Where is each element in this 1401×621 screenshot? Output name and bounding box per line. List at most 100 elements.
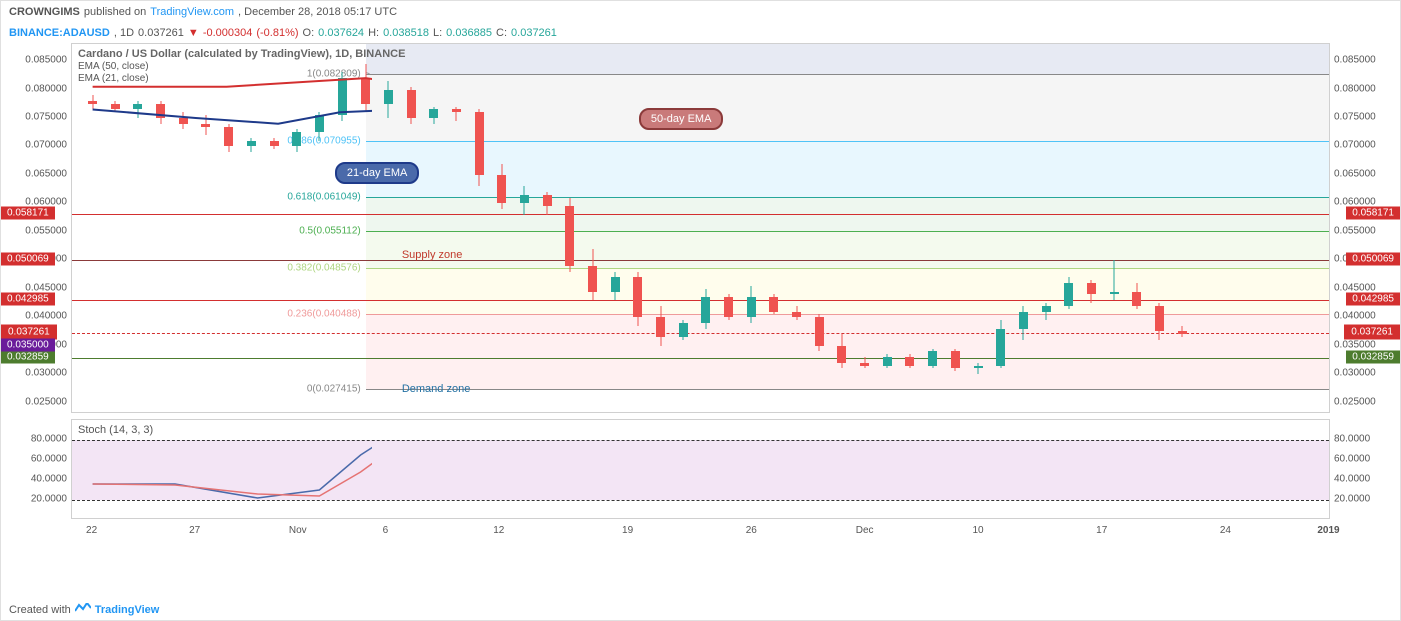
candle <box>928 44 937 412</box>
candle <box>837 44 846 412</box>
price-tag: 0.035000 <box>1 338 55 351</box>
stoch-level-line <box>72 440 1329 441</box>
ohlc-h-label: H: <box>368 27 379 39</box>
ema21-annotation: 21-day EMA <box>335 162 420 184</box>
candle <box>1064 44 1073 412</box>
stoch-y-tick: 60.0000 <box>31 454 67 465</box>
candle <box>679 44 688 412</box>
candle <box>588 44 597 412</box>
supply-zone-label: Supply zone <box>402 249 463 261</box>
y-tick: 0.035000 <box>1334 339 1376 350</box>
stoch-chart[interactable]: Stoch (14, 3, 3) <box>71 419 1330 519</box>
candle <box>133 44 142 412</box>
y-tick: 0.045000 <box>1334 282 1376 293</box>
candle <box>201 44 210 412</box>
price-tag: 0.058171 <box>1346 206 1400 219</box>
candle <box>497 44 506 412</box>
ema50-annotation: 50-day EMA <box>639 108 724 130</box>
y-tick: 0.065000 <box>1334 168 1376 179</box>
footer-text: Created with <box>9 604 71 616</box>
candle <box>543 44 552 412</box>
stoch-level-line <box>72 500 1329 501</box>
candle <box>270 44 279 412</box>
symbol[interactable]: BINANCE:ADAUSD <box>9 27 110 39</box>
y-axis-left: 0.085000 0.080000 0.075000 0.070000 0.065000… <box>1 43 71 413</box>
x-tick: 17 <box>1096 525 1107 536</box>
candle <box>1019 44 1028 412</box>
site-link[interactable]: TradingView.com <box>150 6 234 18</box>
ema21-legend: EMA (21, close) <box>78 73 149 84</box>
candle <box>792 44 801 412</box>
stoch-fill <box>72 440 1329 500</box>
candle <box>905 44 914 412</box>
header: CROWNGIMS published on TradingView.com ,… <box>1 1 1400 23</box>
x-tick: 24 <box>1220 525 1231 536</box>
y-tick: 0.040000 <box>1334 311 1376 322</box>
candle <box>1178 44 1187 412</box>
y-tick: 0.055000 <box>25 225 67 236</box>
candle <box>88 44 97 412</box>
candle <box>111 44 120 412</box>
stoch-y-tick: 60.0000 <box>1334 454 1370 465</box>
ohlc-o-val: 0.037624 <box>318 27 364 39</box>
x-tick: 27 <box>189 525 200 536</box>
x-tick: 26 <box>746 525 757 536</box>
ohlc-c-val: 0.037261 <box>511 27 557 39</box>
footer-logo[interactable]: TradingView <box>95 604 160 616</box>
stoch-y-tick: 80.0000 <box>1334 434 1370 445</box>
x-tick: 6 <box>383 525 389 536</box>
y-tick: 0.055000 <box>1334 225 1376 236</box>
stoch-y-tick: 20.0000 <box>31 494 67 505</box>
candle <box>315 44 324 412</box>
candle <box>747 44 756 412</box>
stoch-title: Stoch (14, 3, 3) <box>78 424 153 436</box>
main-chart[interactable]: Cardano / US Dollar (calculated by Tradi… <box>71 43 1330 413</box>
candle <box>565 44 574 412</box>
price-tag: 0.058171 <box>1 206 55 219</box>
candle <box>815 44 824 412</box>
price-tag: 0.042985 <box>1346 293 1400 306</box>
footer: Created with TradingView <box>9 603 159 616</box>
candle <box>860 44 869 412</box>
candle <box>1155 44 1164 412</box>
y-tick: 0.075000 <box>1334 112 1376 123</box>
y-tick: 0.030000 <box>25 368 67 379</box>
y-tick: 0.040000 <box>25 311 67 322</box>
candle <box>611 44 620 412</box>
x-tick: 2019 <box>1317 525 1339 536</box>
candle <box>247 44 256 412</box>
y-tick: 0.075000 <box>25 112 67 123</box>
y-tick: 0.065000 <box>25 168 67 179</box>
candle <box>951 44 960 412</box>
y-tick: 0.085000 <box>1334 55 1376 66</box>
candle <box>520 44 529 412</box>
stoch-y-tick: 40.0000 <box>31 474 67 485</box>
price-tag: 0.042985 <box>1 293 55 306</box>
y-tick: 0.045000 <box>25 282 67 293</box>
down-arrow-icon: ▼ <box>188 27 199 39</box>
chart-title-text: Cardano / US Dollar (calculated by Tradi… <box>78 48 405 60</box>
x-axis: 2227Nov6121926Dec1017242019 <box>71 523 1330 543</box>
x-tick: Nov <box>289 525 307 536</box>
candle <box>1087 44 1096 412</box>
price-tag: 0.050069 <box>1346 252 1400 265</box>
y-axis-left-sub: 80.000060.000040.000020.0000 <box>1 419 71 519</box>
y-tick: 0.085000 <box>25 55 67 66</box>
x-tick: 12 <box>493 525 504 536</box>
candle <box>384 44 393 412</box>
x-tick: 10 <box>972 525 983 536</box>
price-tag: 0.037261 <box>1 324 57 339</box>
y-axis-right-sub: 80.000060.000040.000020.0000 <box>1330 419 1400 519</box>
candle <box>224 44 233 412</box>
author: CROWNGIMS <box>9 6 80 18</box>
last-price: 0.037261 <box>138 27 184 39</box>
candle <box>1132 44 1141 412</box>
tradingview-logo-icon <box>75 603 91 616</box>
demand-zone-label: Demand zone <box>402 383 471 395</box>
y-tick: 0.080000 <box>25 83 67 94</box>
y-tick: 0.080000 <box>1334 83 1376 94</box>
y-tick: 0.070000 <box>25 140 67 151</box>
change-pct: (-0.81%) <box>256 27 298 39</box>
candle <box>701 44 710 412</box>
candle <box>996 44 1005 412</box>
